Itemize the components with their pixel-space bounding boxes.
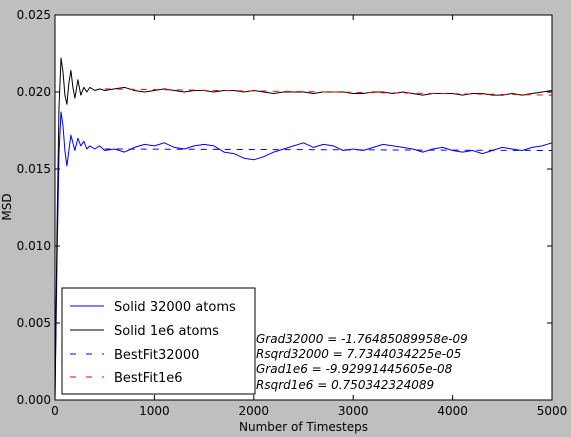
fit-annotation-2: Grad1e6 = -9.92991445605e-08	[256, 362, 453, 376]
x-tick-label: 1000	[139, 404, 170, 418]
legend-items: Solid 32000 atoms Solid 1e6 atoms BestFit3…	[70, 300, 236, 386]
legend: Solid 32000 atoms Solid 1e6 atoms BestFit3…	[61, 287, 256, 395]
plot-frame	[54, 14, 553, 401]
legend-label-0: Solid 32000 atoms	[114, 300, 236, 315]
series-line-2	[104, 148, 553, 151]
legend-label-2: BestFit32000	[114, 348, 199, 363]
series-layer	[54, 57, 553, 401]
series-line-0	[54, 111, 553, 401]
legend-label-1: Solid 1e6 atoms	[114, 324, 219, 339]
fit-annotation-3: Rsqrd1e6 = 0.750342324089	[256, 378, 434, 392]
labels-layer: Number of Timesteps MSD	[0, 193, 368, 434]
x-tick-label: 4000	[437, 404, 468, 418]
series-line-3	[104, 88, 553, 96]
x-tick-label: 3000	[338, 404, 369, 418]
x-tick-label: 0	[51, 404, 59, 418]
y-tick-label: 0.020	[17, 85, 51, 99]
x-tick-label: 2000	[239, 404, 270, 418]
ticks-layer: 0 1000 2000 3000 4000 5000 0.000 0.005 0.010 0.01…	[17, 8, 568, 418]
y-tick-label: 0.005	[17, 316, 51, 330]
y-axis-label: MSD	[0, 193, 14, 220]
y-tick-label: 0.000	[17, 393, 51, 407]
fit-annotation-0: Grad32000 = -1.76485089958e-09	[256, 332, 468, 346]
x-tick-label: 5000	[537, 404, 568, 418]
x-axis-label: Number of Timesteps	[239, 420, 368, 434]
y-tick-label: 0.025	[17, 8, 51, 22]
y-tick-label: 0.015	[17, 162, 51, 176]
y-tick-label: 0.010	[17, 239, 51, 253]
annotations: Grad32000 = -1.76485089958e-09Rsqrd32000…	[256, 332, 468, 392]
legend-label-3: BestFit1e6	[114, 371, 183, 386]
fit-annotation-1: Rsqrd32000 = 7.7344034225e-05	[256, 347, 461, 361]
